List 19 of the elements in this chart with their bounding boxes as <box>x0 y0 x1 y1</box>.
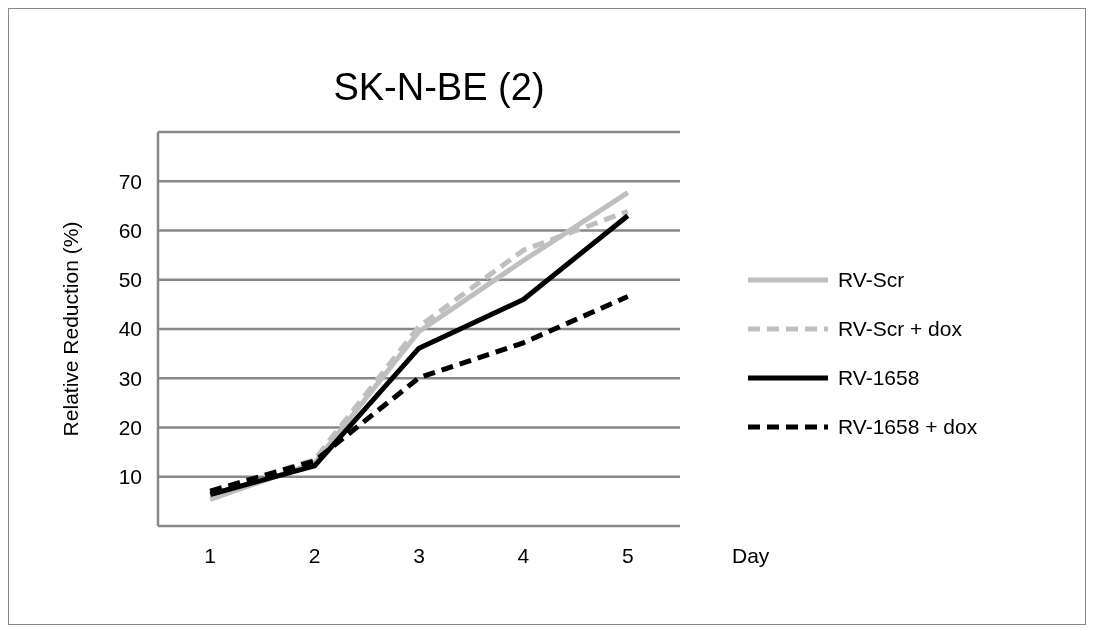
y-tick-label: 30 <box>118 366 142 390</box>
y-tick-label: 40 <box>118 317 142 341</box>
x-tick-label: 3 <box>413 544 425 567</box>
y-tick-label: 50 <box>118 268 142 292</box>
y-tick-label: 10 <box>118 465 142 489</box>
chart-title: SK-N-BE (2) <box>333 66 545 108</box>
legend-label: RV-1658 + dox <box>838 415 978 439</box>
y-tick-label: 20 <box>118 415 142 439</box>
legend-label: RV-Scr + dox <box>838 317 963 341</box>
x-tick-label: 5 <box>621 544 634 567</box>
x-tick-label: 4 <box>517 544 530 567</box>
y-axis-title: Relative Reduction (%) <box>59 221 82 437</box>
x-axis-title: Day <box>732 544 770 567</box>
legend-label: RV-1658 <box>838 366 920 390</box>
x-tick-label: 1 <box>204 544 217 567</box>
legend-label: RV-Scr <box>838 268 905 292</box>
x-tick-label: 2 <box>308 544 321 567</box>
y-tick-label: 70 <box>118 169 142 193</box>
y-tick-label: 60 <box>118 218 142 242</box>
